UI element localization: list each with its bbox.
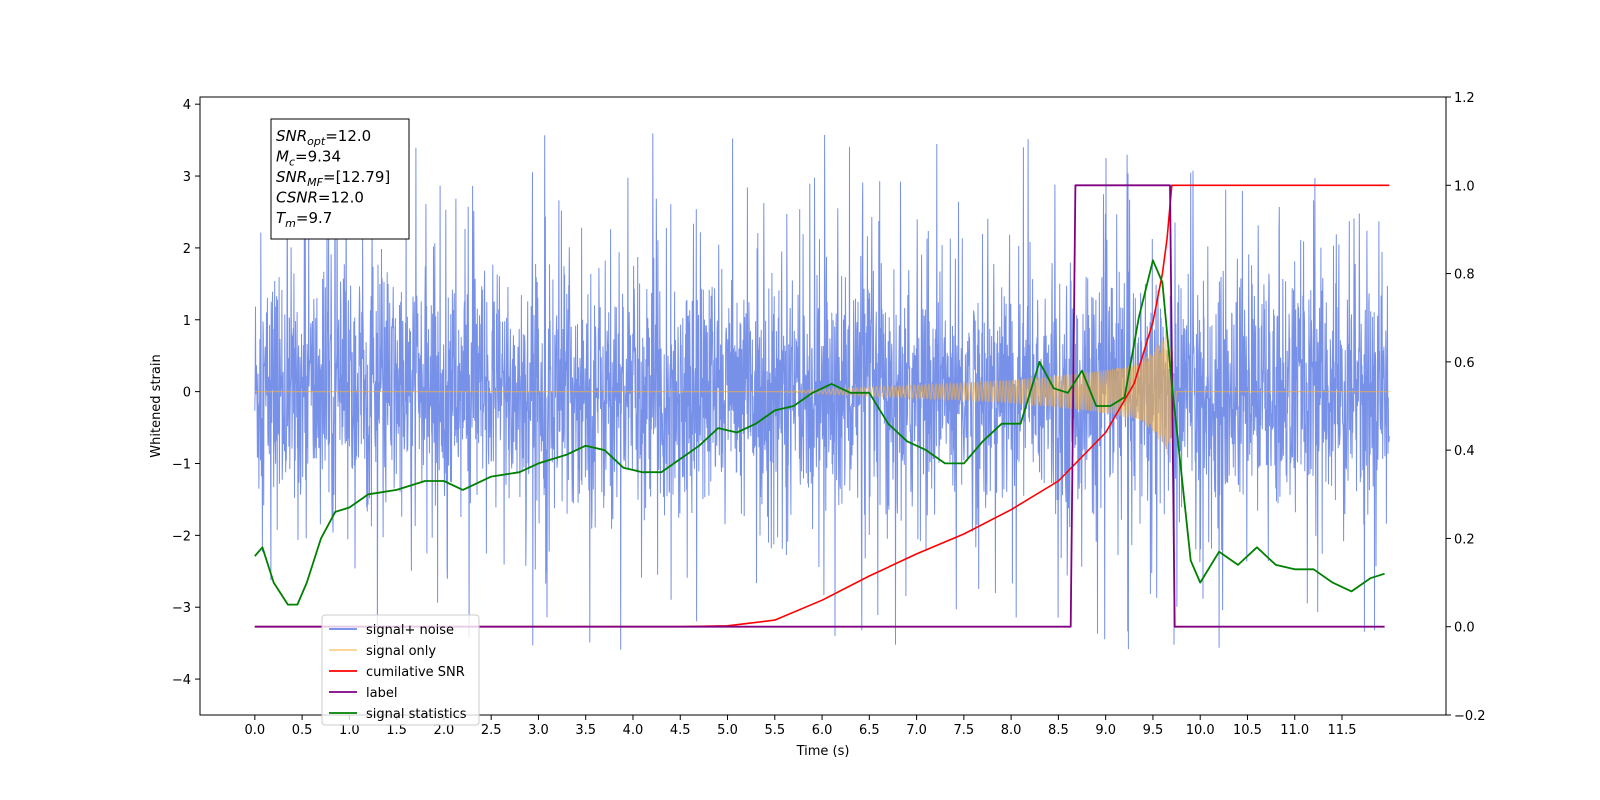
x-tick-label: 11.0 xyxy=(1280,723,1309,738)
y-right-tick-label: 0.8 xyxy=(1454,268,1475,283)
x-tick-label: 7.5 xyxy=(954,723,975,738)
y-axis-label: Whitened strain xyxy=(149,354,164,457)
y-right-tick-label: 0.6 xyxy=(1454,356,1475,371)
series-signal-noise xyxy=(254,133,1390,650)
annotation-line: CSNR=12.0 xyxy=(276,189,364,207)
y-left-tick-label: 3 xyxy=(183,170,191,185)
x-tick-label: 2.0 xyxy=(434,723,455,738)
x-tick-label: 8.5 xyxy=(1048,723,1069,738)
annotation-frame xyxy=(270,118,410,240)
x-tick-label: 11.5 xyxy=(1328,723,1357,738)
x-tick-label: 3.0 xyxy=(528,723,549,738)
legend-frame xyxy=(321,614,480,726)
y-right-tick-label: 1.0 xyxy=(1454,179,1475,194)
y-left-tick-label: 1 xyxy=(183,314,191,329)
x-tick-label: 4.5 xyxy=(670,723,691,738)
series-signal-statistics xyxy=(254,259,1385,606)
y-right-tick-label: 1.2 xyxy=(1454,91,1475,106)
annotation-line: SNRopt=12.0 xyxy=(276,127,371,148)
x-tick-label: 6.0 xyxy=(812,723,833,738)
annotation-box: SNRopt=12.0Mc=9.34SNRMF=[12.79]CSNR=12.0… xyxy=(270,118,410,240)
x-axis-label: Time (s) xyxy=(796,744,850,759)
series-signal-statistics-line xyxy=(254,259,1385,606)
series-label xyxy=(254,184,1385,628)
x-tick-label: 2.5 xyxy=(481,723,502,738)
x-tick-label: 8.0 xyxy=(1001,723,1022,738)
y-left-tick-label: 4 xyxy=(183,98,191,113)
y-left-tick-label: −3 xyxy=(172,601,191,616)
x-tick-label: 6.5 xyxy=(859,723,880,738)
annotation-line: Mc=9.34 xyxy=(276,148,341,169)
legend-label: cumilative SNR xyxy=(366,665,465,680)
y-left-tick-label: −4 xyxy=(172,673,191,688)
legend-label: signal+ noise xyxy=(366,623,454,638)
annotation-line: SNRMF=[12.79] xyxy=(276,168,390,189)
series-layer xyxy=(254,133,1390,650)
y-right-tick-label: 0.2 xyxy=(1454,532,1475,547)
x-tick-label: 10.0 xyxy=(1186,723,1215,738)
x-tick-label: 5.0 xyxy=(717,723,738,738)
x-tick-label: 1.5 xyxy=(386,723,407,738)
ticks-layer: 0.0 0.5 1.0 1.5 2.0 2.5 3.0 3.5 4.0 4.5 5.0 5.5 6.0 6… xyxy=(172,91,1486,738)
x-tick-label: 9.5 xyxy=(1143,723,1164,738)
x-tick-label: 3.5 xyxy=(575,723,596,738)
x-tick-label: 9.0 xyxy=(1095,723,1116,738)
series-cumulative-snr xyxy=(254,184,1390,628)
series-label-line xyxy=(254,184,1385,628)
y-left-tick-label: −2 xyxy=(172,529,191,544)
annotation-line: Tm=9.7 xyxy=(276,209,332,230)
axes-frame xyxy=(199,96,1447,716)
x-tick-label: 4.0 xyxy=(623,723,644,738)
y-right-tick-label: 0.4 xyxy=(1454,444,1475,459)
series-signal-only xyxy=(254,330,1390,455)
x-tick-label: 0.0 xyxy=(244,723,265,738)
x-tick-label: 1.0 xyxy=(339,723,360,738)
y-left-tick-label: −1 xyxy=(172,457,191,472)
y-right-tick-label: 0.0 xyxy=(1454,621,1475,636)
x-tick-label: 5.5 xyxy=(764,723,785,738)
x-tick-label: 10.5 xyxy=(1233,723,1262,738)
x-tick-label: 0.5 xyxy=(292,723,313,738)
y-left-tick-label: 0 xyxy=(183,386,191,401)
y-left-tick-label: 2 xyxy=(183,242,191,257)
legend-label: signal only xyxy=(366,644,436,659)
legend: signal+ noise signal only cumilative SNR la… xyxy=(321,614,480,726)
legend-label: label xyxy=(366,686,397,701)
y-right-tick-label: −0.2 xyxy=(1454,709,1486,724)
x-tick-label: 7.0 xyxy=(906,723,927,738)
legend-label: signal statistics xyxy=(366,707,467,722)
